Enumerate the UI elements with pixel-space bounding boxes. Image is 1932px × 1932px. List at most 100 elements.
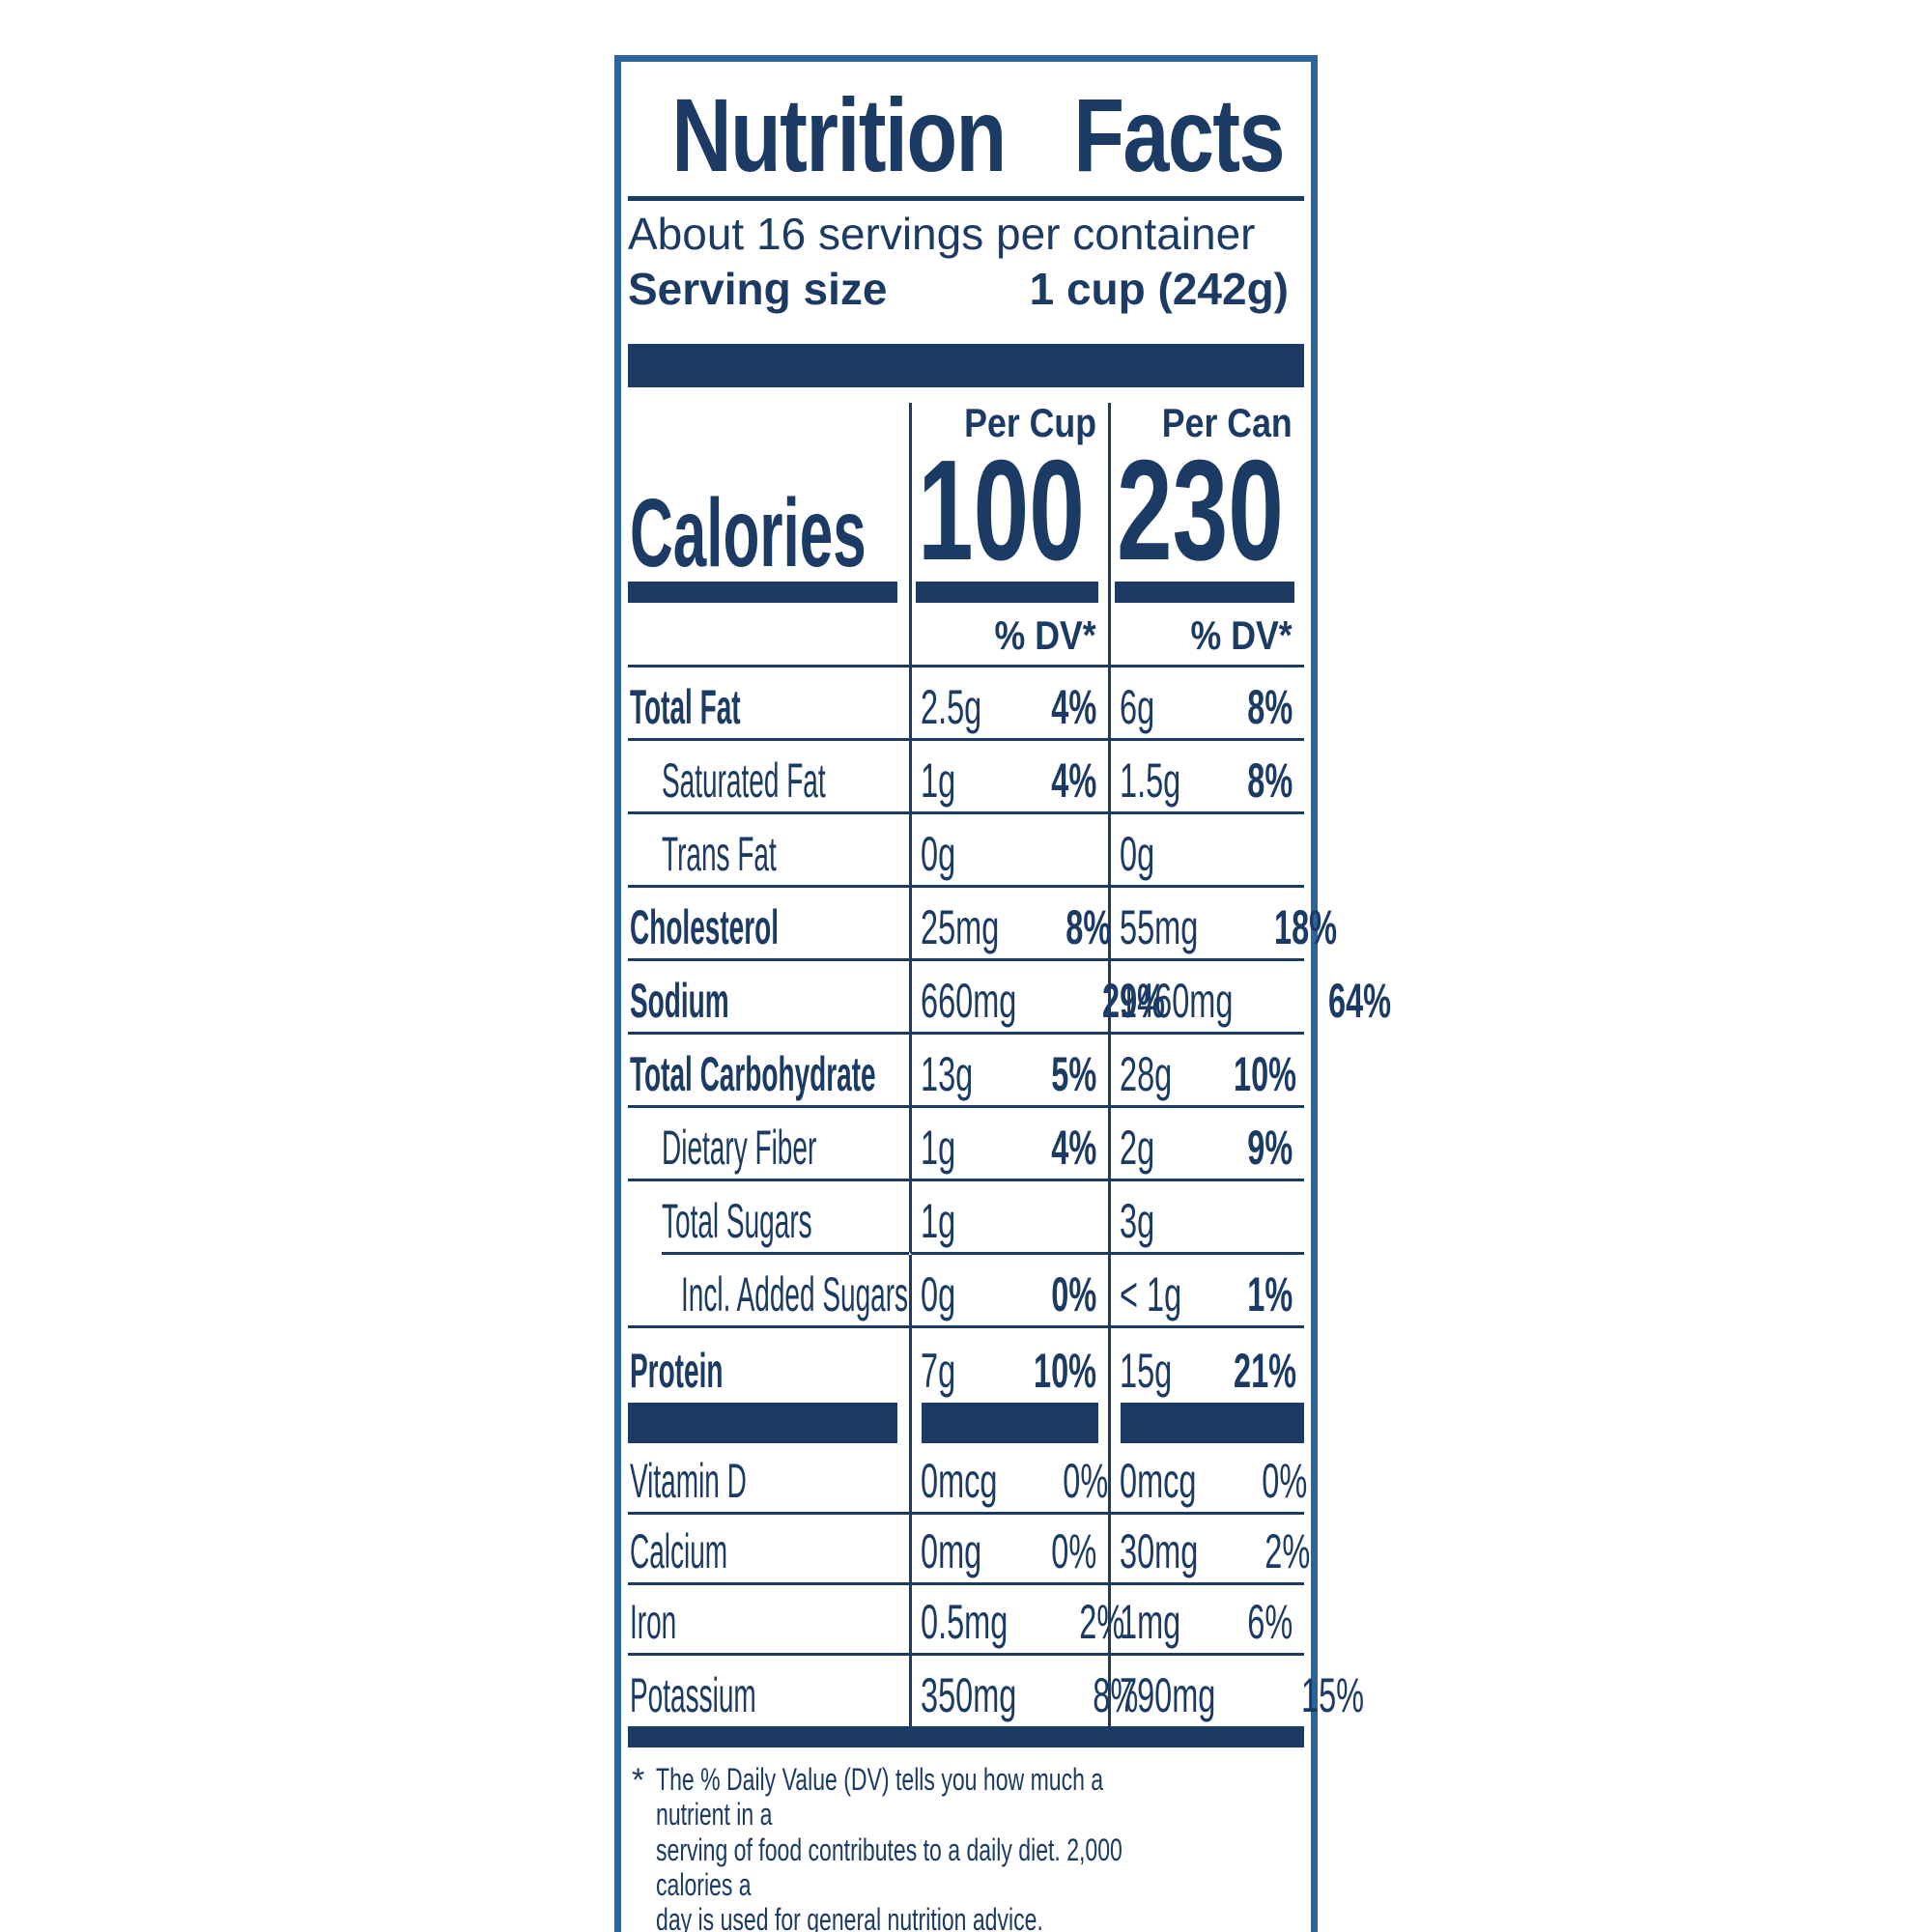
nutrient-row-total-fat: Total Fat 2.5g 4% 6g 8%	[628, 668, 1304, 742]
per-can-calories-value: 230	[1117, 431, 1284, 591]
title-word-facts: Facts	[1073, 76, 1285, 193]
nutrient-label: Dietary Fiber	[662, 1121, 817, 1176]
per-cup-dv: 8%	[1093, 1668, 1139, 1723]
per-can-dv: 8%	[1247, 680, 1293, 735]
per-can-header: Per Can	[1162, 400, 1293, 446]
panel-title: Nutrition Facts	[630, 83, 1302, 187]
vitamin-row-potassium: Potassium 350mg 8% 790mg 15%	[628, 1656, 1364, 1727]
per-can-dv: 15%	[1300, 1668, 1364, 1723]
nutrient-label: Potassium	[630, 1668, 756, 1723]
per-can-dv: 18%	[1274, 900, 1338, 955]
per-can-dv: 64%	[1327, 974, 1391, 1029]
title-underline	[628, 196, 1304, 201]
serving-size-value: 1 cup (242g)	[1029, 263, 1289, 314]
vitamin-row-iron: Iron 0.5mg 2% 1mg 6%	[628, 1585, 1304, 1657]
nutrient-label: Saturated Fat	[662, 753, 826, 809]
nutrient-row-dietary-fiber: Dietary Fiber 1g 4% 2g 9%	[628, 1108, 1304, 1182]
section-divider-bar-middle	[628, 1402, 1304, 1445]
per-can-dv: 9%	[1247, 1121, 1293, 1176]
per-can-dv-header-cell: % DV*	[1111, 603, 1304, 668]
section-divider-bar-bottom	[628, 1726, 1304, 1748]
per-can-amount: 0mcg	[1120, 1454, 1197, 1509]
section-divider-bar-top	[628, 344, 1304, 388]
per-cup-dv: 8%	[1065, 900, 1112, 955]
per-can-dv-header: % DV*	[1190, 612, 1293, 659]
divider-bar-segment	[922, 1403, 1098, 1444]
calories-heavy-rule	[628, 582, 897, 604]
dv-header-spacer	[628, 603, 912, 668]
divider-bar-segment	[1121, 1403, 1304, 1444]
nutrient-label: Calcium	[630, 1524, 728, 1579]
per-cup-amount: 660mg	[921, 974, 1017, 1029]
per-can-dv: 10%	[1234, 1047, 1297, 1102]
nutrient-label: Cholesterol	[630, 900, 780, 955]
per-cup-dv-header: % DV*	[994, 612, 1096, 659]
divider-bar-segment	[628, 1403, 897, 1444]
per-cup-dv: 4%	[1051, 753, 1096, 809]
nutrition-facts-panel: Nutrition Facts About 16 servings per co…	[614, 55, 1391, 1932]
per-cup-amount: 1g	[921, 1121, 956, 1176]
per-cup-amount: 0mcg	[921, 1454, 998, 1509]
per-can-heavy-rule	[1115, 582, 1294, 604]
per-can-amount: 1.5g	[1120, 753, 1181, 809]
per-cup-amount: 1g	[921, 1194, 956, 1249]
nutrient-label: Iron	[630, 1595, 677, 1650]
per-can-amount: < 1g	[1120, 1267, 1182, 1322]
per-cup-amount: 350mg	[921, 1668, 1017, 1723]
per-can-dv: 2%	[1264, 1524, 1311, 1579]
nutrient-label: Sodium	[630, 974, 729, 1029]
servings-per-container: About 16 servings per container	[628, 209, 1256, 259]
per-cup-dv: 4%	[1051, 680, 1096, 735]
nutrient-label: Trans Fat	[662, 827, 777, 882]
per-cup-calories-value: 100	[918, 431, 1085, 591]
per-cup-dv: 10%	[1033, 1344, 1096, 1399]
per-cup-amount: 0.5mg	[921, 1595, 1009, 1650]
nutrient-row-saturated-fat: Saturated Fat 1g 4% 1.5g 8%	[628, 741, 1304, 815]
daily-value-footnote: * The % Daily Value (DV) tells you how m…	[628, 1762, 1304, 1932]
nutrient-label: Total Fat	[630, 680, 741, 735]
per-cup-dv: 4%	[1051, 1121, 1096, 1176]
per-cup-dv: 0%	[1063, 1454, 1109, 1509]
nutrient-label: Total Sugars	[662, 1194, 812, 1249]
per-can-amount: 1mg	[1120, 1595, 1181, 1650]
nutrient-label: Vitamin D	[630, 1454, 747, 1509]
nutrient-row-sodium: Sodium 660mg 29% 1460mg 64%	[628, 961, 1391, 1036]
vitamin-row-calcium: Calcium 0mg 0% 30mg 2%	[628, 1515, 1310, 1586]
calories-row: Calories Per Cup 100 Per Can 230	[628, 400, 1304, 604]
per-cup-dv: 5%	[1051, 1047, 1096, 1102]
footnote-text: The % Daily Value (DV) tells you how muc…	[656, 1762, 1123, 1932]
per-cup-calories-cell: Per Cup 100	[912, 403, 1111, 604]
per-can-dv: 21%	[1234, 1344, 1297, 1399]
nutrient-label: Protein	[630, 1344, 724, 1399]
footnote-asterisk: *	[632, 1762, 645, 1800]
per-cup-heavy-rule	[916, 582, 1098, 604]
dv-header-row: % DV* % DV*	[628, 603, 1304, 668]
per-cup-dv: 2%	[1079, 1595, 1125, 1650]
per-can-amount: 15g	[1120, 1344, 1173, 1399]
per-can-amount: 0g	[1120, 827, 1155, 882]
per-cup-amount: 25mg	[921, 900, 1000, 955]
nutrition-table: Calories Per Cup 100 Per Can 230 % DV*	[628, 400, 1391, 1727]
serving-size-label: Serving size	[628, 263, 888, 314]
nutrient-row-added-sugars: Incl. Added Sugars 0g 0% < 1g 1%	[628, 1255, 1304, 1329]
nutrient-label: Incl. Added Sugars	[681, 1267, 909, 1322]
vitamin-row-vitamin-d: Vitamin D 0mcg 0% 0mcg 0%	[628, 1444, 1308, 1516]
per-cup-amount: 7g	[921, 1344, 956, 1399]
per-can-amount: 790mg	[1120, 1668, 1216, 1723]
per-cup-dv: 0%	[1051, 1267, 1096, 1322]
per-can-calories-cell: Per Can 230	[1111, 400, 1304, 604]
nutrient-row-cholesterol: Cholesterol 25mg 8% 55mg 18%	[628, 888, 1337, 962]
per-cup-amount: 2.5g	[921, 680, 982, 735]
per-can-amount: 3g	[1120, 1194, 1155, 1249]
calories-label-cell: Calories	[628, 403, 912, 604]
calories-label: Calories	[630, 479, 867, 588]
per-can-amount: 55mg	[1120, 900, 1199, 955]
per-cup-amount: 1g	[921, 753, 956, 809]
per-can-dv: 6%	[1247, 1595, 1293, 1650]
per-can-amount: 6g	[1120, 680, 1155, 735]
per-can-amount: 2g	[1120, 1121, 1155, 1176]
nutrient-row-trans-fat: Trans Fat 0g 0g	[628, 814, 1304, 889]
per-cup-dv: 0%	[1051, 1524, 1096, 1579]
nutrient-label: Total Carbohydrate	[630, 1047, 876, 1102]
per-can-dv: 8%	[1247, 753, 1293, 809]
